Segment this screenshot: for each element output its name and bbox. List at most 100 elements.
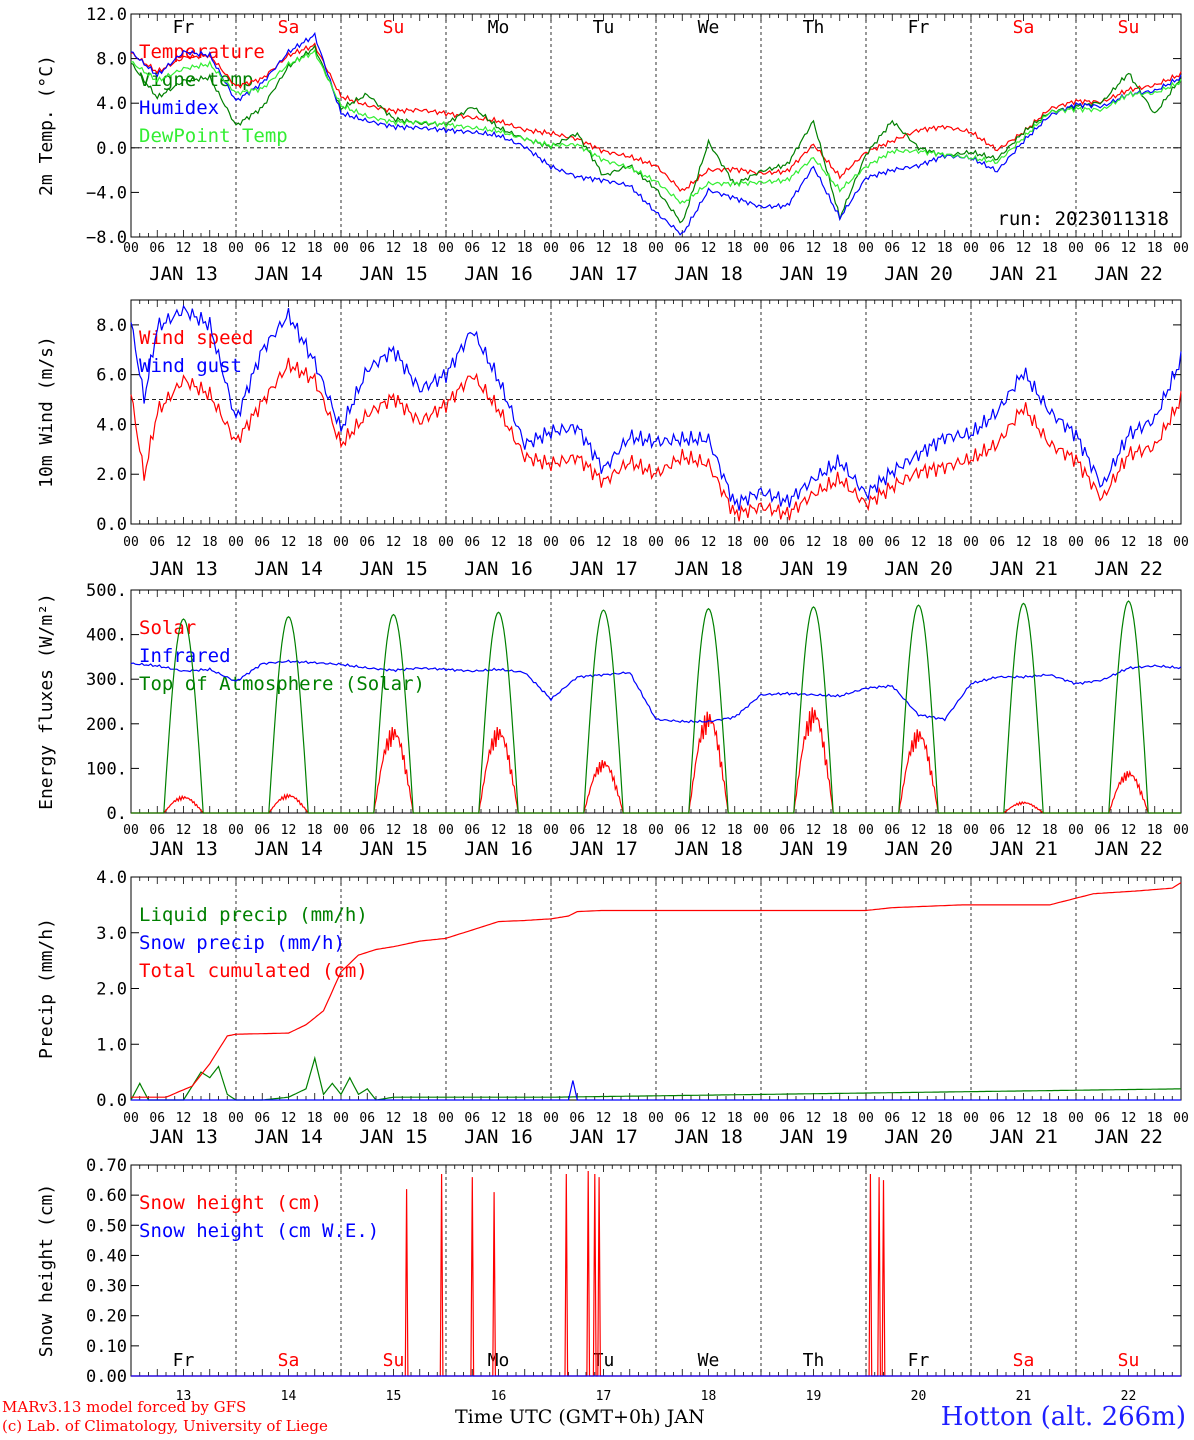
- hour-label: 00: [648, 823, 664, 838]
- date-label: JAN 17: [569, 838, 638, 860]
- date-label: JAN 14: [254, 263, 323, 285]
- y-tick-label: −4.0: [86, 183, 127, 203]
- y-tick-label: 0.10: [86, 1337, 127, 1357]
- legend-entry: Wind gust: [139, 355, 242, 377]
- date-label: JAN 22: [1094, 558, 1163, 580]
- hour-label: 12: [386, 1111, 402, 1126]
- hour-label: 00: [1068, 241, 1084, 256]
- y-tick-label: 200.: [86, 715, 127, 735]
- hour-label: 00: [333, 241, 349, 256]
- y-tick-label: 0.50: [86, 1216, 127, 1236]
- y-axis-label: 2m Temp. (°C): [36, 55, 57, 196]
- y-tick-label: 0.0: [96, 515, 127, 535]
- weekday-label: Tu: [593, 17, 615, 38]
- weekday-label: Th: [803, 1350, 825, 1371]
- hour-label: 12: [1016, 241, 1032, 256]
- hour-label: 18: [727, 241, 743, 256]
- weekday-label: Su: [383, 17, 405, 38]
- series-line-dewpoint-temp: [131, 48, 1182, 205]
- hour-label: 00: [123, 823, 139, 838]
- hour-label: 00: [858, 535, 874, 550]
- hour-label: 06: [149, 823, 165, 838]
- date-label: JAN 19: [779, 838, 848, 860]
- hour-label: 00: [753, 1111, 769, 1126]
- series-line-liquid-precip-mm-h-: [130, 1055, 1182, 1101]
- legend-entry: Snow height (cm): [139, 1192, 322, 1214]
- hour-label: 12: [596, 241, 612, 256]
- hour-label: 06: [779, 823, 795, 838]
- hour-label: 06: [1094, 823, 1110, 838]
- y-tick-label: −8.0: [86, 228, 127, 248]
- weekday-label: Fr: [908, 1350, 930, 1371]
- day-number-label: 18: [701, 1389, 717, 1404]
- date-label: JAN 19: [779, 558, 848, 580]
- hour-label: 00: [543, 241, 559, 256]
- y-tick-label: 0.40: [86, 1246, 127, 1266]
- hour-label: 12: [911, 1111, 927, 1126]
- hour-label: 00: [123, 241, 139, 256]
- hour-label: 00: [123, 1111, 139, 1126]
- series-line-wind-gust: [130, 304, 1182, 511]
- series-line-vigne-temp: [130, 44, 1182, 224]
- credit-lab: (c) Lab. of Climatology, University of L…: [2, 1417, 328, 1435]
- legend-entry: Humidex: [139, 97, 219, 119]
- hour-label: 00: [753, 241, 769, 256]
- hour-label: 18: [307, 823, 323, 838]
- hour-label: 12: [1121, 535, 1137, 550]
- hour-label: 00: [858, 241, 874, 256]
- hour-label: 12: [1016, 535, 1032, 550]
- date-label: JAN 21: [989, 263, 1058, 285]
- date-label: JAN 17: [569, 558, 638, 580]
- hour-label: 12: [701, 823, 717, 838]
- hour-label: 06: [779, 1111, 795, 1126]
- hour-label: 18: [517, 823, 533, 838]
- hour-label: 06: [149, 1111, 165, 1126]
- hour-label: 18: [307, 1111, 323, 1126]
- date-label: JAN 15: [359, 838, 428, 860]
- hour-label: 18: [1147, 1111, 1163, 1126]
- hour-label: 18: [517, 241, 533, 256]
- hour-label: 12: [701, 535, 717, 550]
- y-tick-label: 0.0: [96, 1091, 127, 1111]
- hour-label: 12: [1121, 241, 1137, 256]
- hour-label: 18: [727, 1111, 743, 1126]
- y-axis-label: Precip (mm/h): [36, 918, 57, 1059]
- hour-label: 12: [1121, 823, 1137, 838]
- hour-label: 06: [359, 535, 375, 550]
- hour-label: 12: [911, 823, 927, 838]
- date-label: JAN 20: [884, 1126, 953, 1148]
- y-tick-label: 300.: [86, 670, 127, 690]
- hour-label: 06: [989, 535, 1005, 550]
- hour-label: 06: [149, 241, 165, 256]
- hour-label: 06: [779, 535, 795, 550]
- hour-label: 06: [1094, 535, 1110, 550]
- legend-entry: Liquid precip (mm/h): [139, 904, 368, 926]
- y-tick-label: 0.: [107, 804, 127, 824]
- day-number-label: 16: [491, 1389, 507, 1404]
- y-tick-label: 2.0: [96, 465, 127, 485]
- panel-frame: [130, 13, 1182, 238]
- date-label: JAN 15: [359, 1126, 428, 1148]
- hour-label: 06: [254, 535, 270, 550]
- y-axis-label: 10m Wind (m/s): [36, 336, 57, 488]
- hour-label: 12: [806, 1111, 822, 1126]
- hour-label: 18: [307, 535, 323, 550]
- hour-label: 12: [1016, 1111, 1032, 1126]
- hour-label: 00: [858, 1111, 874, 1126]
- hour-label: 18: [202, 535, 218, 550]
- y-tick-label: 0.70: [86, 1156, 127, 1176]
- hour-label: 06: [989, 823, 1005, 838]
- weekday-label: Sa: [278, 17, 300, 38]
- series-line-snow-precip-mm-h-: [131, 1080, 1181, 1101]
- hour-label: 00: [963, 1111, 979, 1126]
- series-line-snow-height-cm-: [131, 1170, 1181, 1377]
- date-label: JAN 18: [674, 1126, 743, 1148]
- hour-label: 06: [359, 823, 375, 838]
- hour-label: 00: [438, 241, 454, 256]
- hour-label: 06: [569, 535, 585, 550]
- hour-label: 18: [937, 823, 953, 838]
- series-line-humidex: [130, 31, 1182, 236]
- hour-label: 00: [228, 1111, 244, 1126]
- hour-label: 12: [806, 535, 822, 550]
- hour-label: 12: [281, 535, 297, 550]
